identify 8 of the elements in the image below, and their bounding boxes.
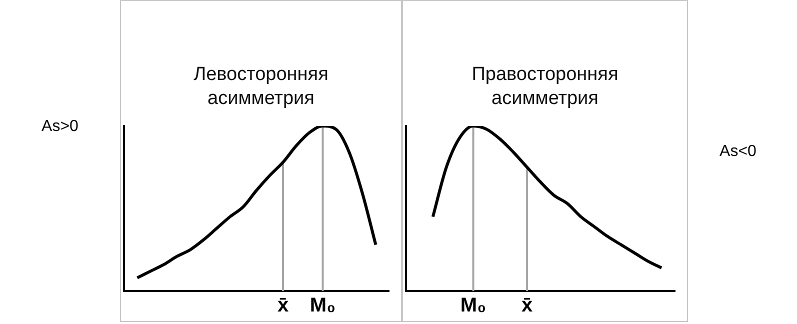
chart-title: Левосторонняя асимметрия <box>192 63 330 111</box>
text: As>0 <box>40 118 80 136</box>
x-tick-label: M₀ <box>460 294 486 317</box>
chart-title: Правосторонняя асимметрия <box>470 63 620 111</box>
x-tick-label: M₀ <box>310 294 336 317</box>
x-tick-label: x̄ <box>277 294 289 317</box>
text: As<0 <box>718 143 758 161</box>
x-tick-label: x̄ <box>521 294 533 317</box>
